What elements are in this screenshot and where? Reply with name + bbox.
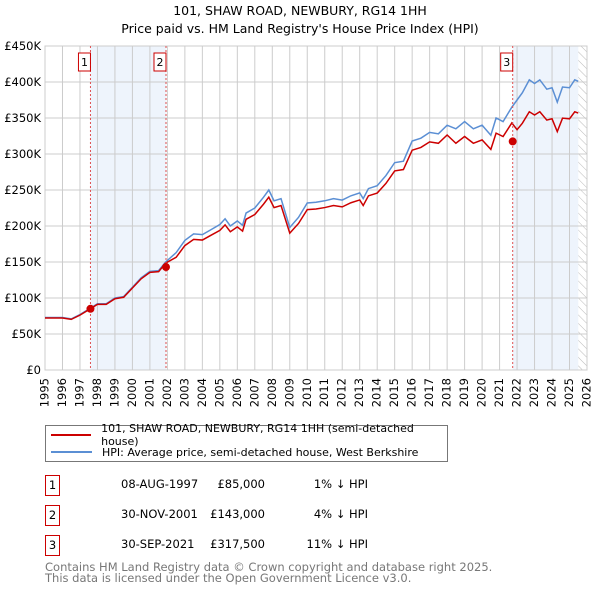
sale-date: 30-NOV-2001 — [121, 507, 198, 521]
chart-subtitle: Price paid vs. HM Land Registry's House … — [121, 21, 479, 36]
shaded-period — [512, 46, 579, 370]
legend-swatch-property — [51, 434, 92, 436]
x-tick-label: 1998 — [90, 378, 104, 407]
x-tick-label: 1997 — [72, 378, 86, 407]
sale-label-box — [500, 52, 514, 72]
y-tick-label: £400K — [4, 75, 41, 89]
x-tick-label: 1995 — [38, 378, 52, 407]
x-tick-label: 2015 — [387, 378, 401, 407]
footer-licence: This data is licensed under the Open Gov… — [45, 571, 412, 585]
x-tick-label: 2013 — [352, 378, 366, 407]
x-tick-label: 2025 — [562, 378, 576, 407]
y-tick-label: £300K — [4, 147, 41, 161]
x-tick-label: 2010 — [300, 378, 314, 407]
plot-frame — [44, 45, 588, 371]
shaded-period — [90, 46, 166, 370]
y-tick-label: £50K — [12, 327, 42, 341]
legend-label-property: 101, SHAW ROAD, NEWBURY, RG14 1HH (semi-… — [101, 422, 414, 448]
x-tick-label: 2007 — [247, 378, 261, 407]
x-tick-label: 2011 — [317, 378, 331, 407]
sale-label-box — [77, 52, 91, 72]
sale-label: 3 — [503, 56, 510, 69]
sale-point — [161, 263, 170, 272]
y-tick-label: £450K — [4, 39, 41, 53]
x-tick-label: 2017 — [422, 378, 436, 407]
sale-hpi-diff: 11% ↓ HPI — [306, 537, 368, 551]
x-tick-label: 2020 — [475, 378, 489, 407]
y-tick-label: £0 — [26, 363, 41, 377]
y-tick-label: £350K — [4, 111, 41, 125]
x-tick-label: 2009 — [282, 378, 296, 407]
x-tick-label: 2006 — [230, 378, 244, 407]
x-tick-label: 2008 — [265, 378, 279, 407]
x-tick-label: 2005 — [212, 378, 226, 407]
x-tick-label: 2024 — [545, 378, 559, 407]
sale-hpi-diff: 4% ↓ HPI — [313, 507, 368, 521]
x-tick-label: 2016 — [405, 378, 419, 407]
chart-title: 101, SHAW ROAD, NEWBURY, RG14 1HH — [173, 3, 427, 18]
y-tick-label: £200K — [4, 219, 41, 233]
forecast-hatch — [578, 46, 587, 370]
sale-number-badge: 3 — [45, 535, 60, 556]
legend-swatch-hpi — [51, 451, 92, 453]
sale-price: £143,000 — [210, 507, 265, 521]
x-tick-label: 2022 — [510, 378, 524, 407]
sale-point — [86, 304, 95, 313]
x-tick-label: 1999 — [107, 378, 121, 407]
sale-number-badge: 2 — [45, 505, 60, 526]
sale-label: 2 — [156, 56, 163, 69]
legend-item-property: 101, SHAW ROAD, NEWBURY, RG14 1HH (semi-… — [51, 422, 447, 448]
y-tick-label: £250K — [4, 183, 41, 197]
legend-label-hpi: HPI: Average price, semi-detached house,… — [102, 445, 419, 459]
sale-price: £317,500 — [210, 537, 265, 551]
sale-number-badge: 1 — [45, 475, 60, 496]
x-tick-label: 2018 — [440, 378, 454, 407]
footer-copyright: Contains HM Land Registry data © Crown c… — [45, 560, 493, 574]
sale-date: 08-AUG-1997 — [121, 477, 199, 491]
x-tick-label: 2014 — [370, 378, 384, 407]
x-tick-label: 2019 — [457, 378, 471, 407]
property-line — [45, 110, 579, 321]
x-tick-label: 2023 — [527, 378, 541, 407]
hpi-line — [45, 78, 579, 320]
sale-hpi-diff: 1% ↓ HPI — [313, 477, 368, 491]
x-tick-label: 2012 — [335, 378, 349, 407]
y-tick-label: £150K — [4, 255, 41, 269]
x-tick-label: 2026 — [580, 378, 594, 407]
sale-date: 30-SEP-2021 — [121, 537, 195, 551]
x-tick-label: 2001 — [142, 378, 156, 407]
x-tick-label: 2002 — [160, 378, 174, 407]
price-chart: 1995 1996 1997 1998 1999 2000 2001 2002 2003 2004… — [4, 39, 594, 407]
x-tick-label: 2003 — [177, 378, 191, 407]
sale-label: 1 — [81, 56, 88, 69]
x-tick-label: 2000 — [125, 378, 139, 407]
sale-price: £85,000 — [217, 477, 265, 491]
x-tick-label: 1996 — [55, 378, 69, 407]
sale-point — [508, 137, 517, 146]
y-tick-label: £100K — [4, 291, 41, 305]
x-tick-label: 2004 — [195, 378, 209, 407]
legend: 101, SHAW ROAD, NEWBURY, RG14 1HH (semi-… — [45, 422, 448, 462]
x-tick-label: 2021 — [492, 378, 506, 407]
legend-item-hpi: HPI: Average price, semi-detached house,… — [51, 444, 418, 460]
sale-label-box — [153, 52, 167, 72]
